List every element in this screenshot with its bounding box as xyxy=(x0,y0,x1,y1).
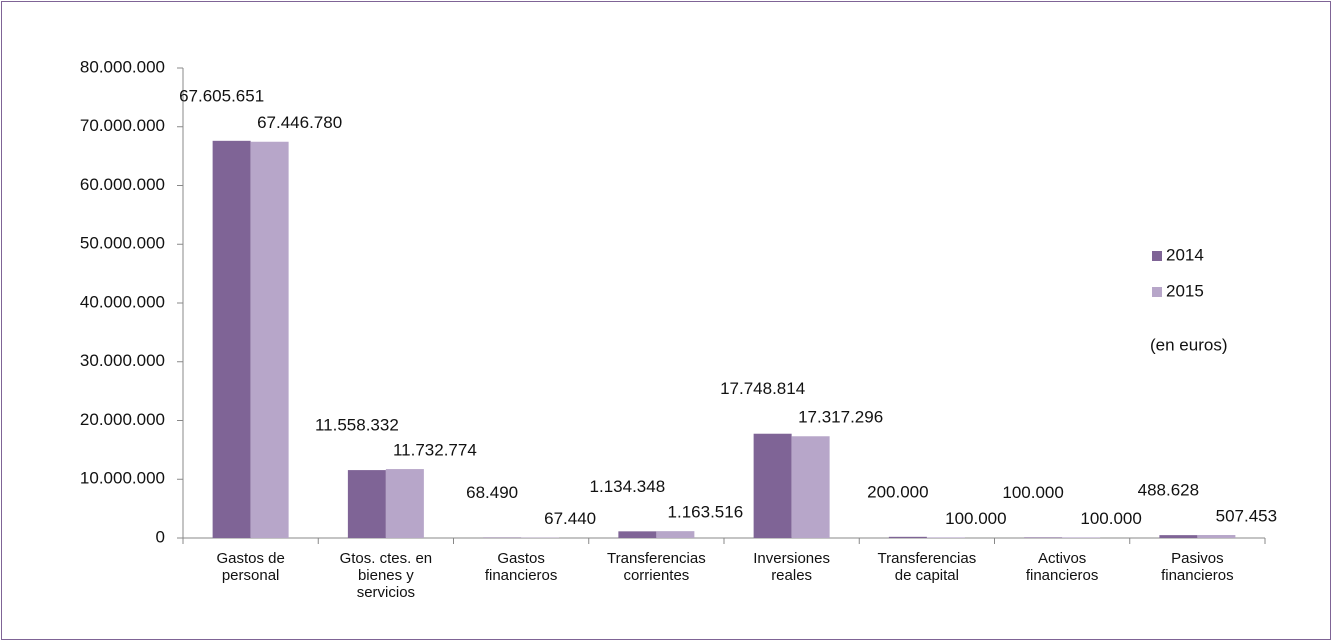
x-tick-label: Inversiones reales xyxy=(753,550,830,584)
value-label: 100.000 xyxy=(1002,483,1063,502)
y-tick-label: 70.000.000 xyxy=(80,116,165,135)
y-tick-label: 20.000.000 xyxy=(80,410,165,429)
value-label: 67.440 xyxy=(544,509,596,528)
value-label: 11.558.332 xyxy=(315,416,399,435)
bar xyxy=(1197,535,1236,538)
y-tick-label: 50.000.000 xyxy=(80,234,165,253)
y-tick-label: 80.000.000 xyxy=(80,57,165,76)
y-tick-label: 40.000.000 xyxy=(80,292,165,311)
value-label: 68.490 xyxy=(466,483,518,502)
bar xyxy=(385,469,424,538)
bar xyxy=(753,433,792,538)
y-tick-label: 60.000.000 xyxy=(80,175,165,194)
y-tick-label: 10.000.000 xyxy=(80,469,165,488)
x-tick-label: Transferencias corrientes xyxy=(607,550,706,584)
bar xyxy=(1062,537,1101,538)
bar xyxy=(926,537,965,538)
x-tick-label: Transferencias de capital xyxy=(877,550,977,584)
value-label: 1.134.348 xyxy=(590,477,666,496)
value-label: 17.317.296 xyxy=(798,408,883,427)
value-label: 67.446.780 xyxy=(257,113,342,132)
legend-swatch xyxy=(1152,251,1162,261)
bar xyxy=(791,436,830,538)
bar xyxy=(250,141,289,538)
bar xyxy=(1024,537,1063,538)
value-label: 17.748.814 xyxy=(720,379,805,398)
bar xyxy=(347,470,386,538)
value-label: 67.605.651 xyxy=(179,86,264,105)
value-label: 507.453 xyxy=(1216,507,1277,526)
x-tick-label: Gastos de personal xyxy=(216,550,285,584)
legend-label: 2014 xyxy=(1166,245,1204,264)
value-label: 200.000 xyxy=(867,482,928,501)
legend-label: 2015 xyxy=(1166,281,1204,300)
annotation: (en euros) xyxy=(1150,335,1227,354)
bar xyxy=(1159,535,1198,538)
y-tick-label: 30.000.000 xyxy=(80,351,165,370)
x-tick-label: Gtos. ctes. en bienes y servicios xyxy=(339,550,433,601)
bar xyxy=(618,531,657,538)
value-label: 100.000 xyxy=(945,509,1006,528)
value-label: 11.732.774 xyxy=(393,441,477,460)
y-tick-label: 0 xyxy=(156,527,165,546)
x-tick-label: Activos financieros xyxy=(1025,550,1099,584)
bar xyxy=(656,531,695,538)
bar xyxy=(212,140,251,538)
legend-swatch xyxy=(1152,287,1162,297)
bar xyxy=(888,536,927,538)
x-tick-label: Gastos financieros xyxy=(484,550,558,584)
value-label: 100.000 xyxy=(1080,509,1141,528)
x-tick-label: Pasivos financieros xyxy=(1161,550,1234,584)
value-label: 488.628 xyxy=(1138,481,1199,500)
value-label: 1.163.516 xyxy=(668,503,744,522)
